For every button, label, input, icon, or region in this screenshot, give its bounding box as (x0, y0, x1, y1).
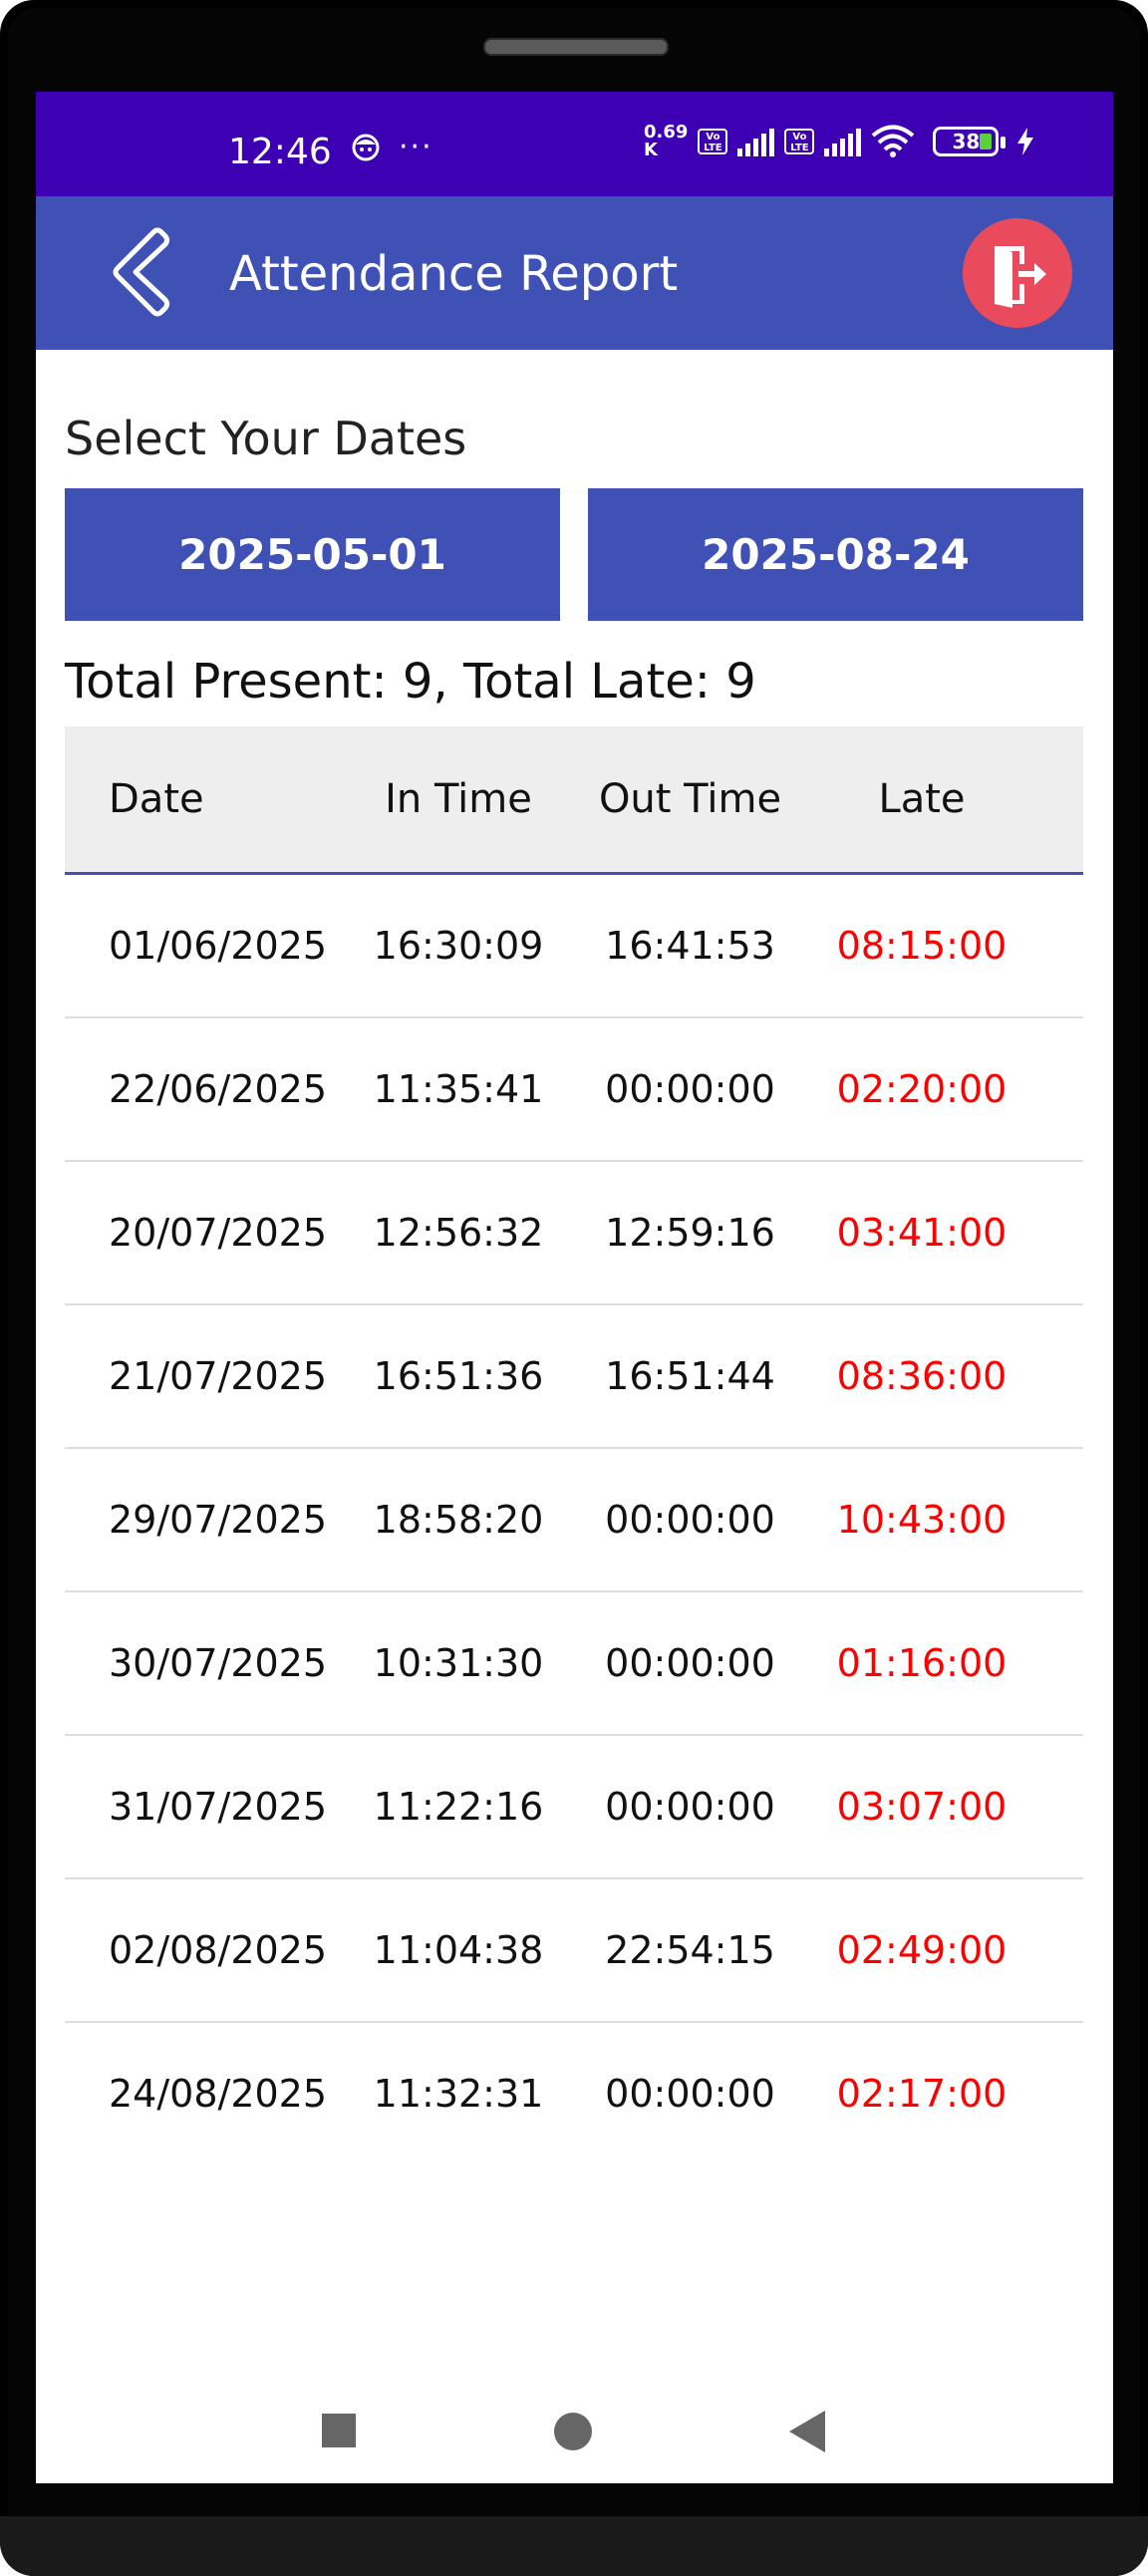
system-navigation-bar (36, 2384, 1113, 2483)
circle-home-icon[interactable] (554, 2413, 592, 2450)
row-date: 24/08/2025 (109, 2072, 328, 2116)
row-late: 08:36:00 (836, 1354, 1007, 1398)
row-date: 01/06/2025 (109, 924, 328, 968)
table-row: 21/07/2025 16:51:36 16:51:44 08:36:00 (65, 1305, 1083, 1449)
row-out-time: 00:00:00 (605, 1641, 775, 1685)
row-in-time: 18:58:20 (373, 1498, 544, 1542)
row-in-time: 16:30:09 (373, 924, 544, 968)
header-out-time: Out Time (598, 776, 782, 822)
row-out-time: 16:41:53 (605, 924, 775, 968)
row-out-time: 00:00:00 (605, 2072, 775, 2116)
row-late: 02:17:00 (836, 2072, 1007, 2116)
table-row: 30/07/2025 10:31:30 00:00:00 01:16:00 (65, 1592, 1083, 1736)
row-in-time: 11:22:16 (373, 1785, 544, 1829)
header-date: Date (109, 776, 204, 822)
speaker-grill (483, 38, 669, 56)
table-row: 31/07/2025 11:22:16 00:00:00 03:07:00 (65, 1736, 1083, 1879)
battery-icon: 38 (933, 127, 1006, 156)
row-out-time: 00:00:00 (605, 1498, 775, 1542)
back-button[interactable] (96, 222, 195, 322)
header-late: Late (878, 776, 966, 822)
row-in-time: 12:56:32 (373, 1211, 544, 1255)
logout-door-icon (995, 246, 1046, 308)
row-late: 08:15:00 (836, 924, 1007, 968)
table-row: 02/08/2025 11:04:38 22:54:15 02:49:00 (65, 1879, 1083, 2023)
start-date-button[interactable]: 2025-05-01 (65, 488, 560, 621)
face-notification-icon (352, 134, 380, 160)
row-in-time: 11:35:41 (373, 1067, 544, 1111)
square-recents-icon[interactable] (322, 2414, 356, 2447)
battery-nub (1001, 137, 1006, 148)
app-bar: Attendance Report (36, 196, 1113, 350)
volte-icon: Vo LTE (698, 129, 728, 154)
table-header: Date In Time Out Time Late (65, 726, 1083, 875)
attendance-summary: Total Present: 9, Total Late: 9 (65, 654, 756, 710)
app-screen: 12:46 ··· 0.69 K Vo LTE Vo (36, 92, 1113, 2483)
table-row: 01/06/2025 16:30:09 16:41:53 08:15:00 (65, 875, 1083, 1018)
more-notifications-icon: ··· (399, 130, 433, 164)
row-date: 20/07/2025 (109, 1211, 328, 1255)
battery-level: 38 (952, 130, 981, 153)
signal-strength-icon (824, 127, 862, 156)
table-row: 24/08/2025 11:32:31 00:00:00 02:17:00 (65, 2023, 1083, 2164)
logout-button[interactable] (963, 218, 1072, 328)
row-late: 03:41:00 (836, 1211, 1007, 1255)
row-late: 02:20:00 (836, 1067, 1007, 1111)
row-out-time: 22:54:15 (605, 1928, 775, 1972)
status-system-icons: 0.69 K Vo LTE Vo LTE 38 (644, 124, 1036, 159)
chevron-left-icon (113, 227, 169, 317)
status-notification-icons: ··· (351, 130, 433, 164)
row-in-time: 10:31:30 (373, 1641, 544, 1685)
row-out-time: 00:00:00 (605, 1067, 775, 1111)
network-speed-value: 0.69 (644, 122, 689, 143)
row-late: 01:16:00 (836, 1641, 1007, 1685)
status-time: 12:46 (228, 132, 332, 172)
row-date: 02/08/2025 (109, 1928, 328, 1972)
row-date: 22/06/2025 (109, 1067, 328, 1111)
end-date-button[interactable]: 2025-08-24 (588, 488, 1083, 621)
charging-bolt-icon (1017, 128, 1034, 155)
row-late: 03:07:00 (836, 1785, 1007, 1829)
header-in-time: In Time (385, 776, 532, 822)
triangle-back-icon[interactable] (789, 2411, 825, 2452)
row-late: 10:43:00 (836, 1498, 1007, 1542)
table-row: 22/06/2025 11:35:41 00:00:00 02:20:00 (65, 1018, 1083, 1162)
row-in-time: 16:51:36 (373, 1354, 544, 1398)
select-dates-label: Select Your Dates (65, 412, 467, 465)
status-bar: 12:46 ··· 0.69 K Vo LTE Vo (36, 92, 1113, 196)
network-speed: 0.69 K (644, 124, 688, 159)
attendance-table: Date In Time Out Time Late 01/06/2025 16… (65, 726, 1083, 2164)
wifi-icon (872, 125, 915, 157)
volte-icon: Vo LTE (784, 129, 815, 154)
device-bottom-bezel (0, 2516, 1148, 2576)
battery-fill (980, 134, 993, 149)
row-out-time: 00:00:00 (605, 1785, 775, 1829)
row-out-time: 12:59:16 (605, 1211, 775, 1255)
row-in-time: 11:04:38 (373, 1928, 544, 1972)
row-date: 30/07/2025 (109, 1641, 328, 1685)
page-title: Attendance Report (229, 246, 679, 302)
table-row: 20/07/2025 12:56:32 12:59:16 03:41:00 (65, 1162, 1083, 1305)
network-speed-unit: K (644, 140, 658, 160)
row-in-time: 11:32:31 (373, 2072, 544, 2116)
row-date: 21/07/2025 (109, 1354, 328, 1398)
row-out-time: 16:51:44 (605, 1354, 775, 1398)
signal-strength-icon (737, 127, 775, 156)
row-date: 29/07/2025 (109, 1498, 328, 1542)
row-date: 31/07/2025 (109, 1785, 328, 1829)
table-row: 29/07/2025 18:58:20 00:00:00 10:43:00 (65, 1449, 1083, 1592)
row-late: 02:49:00 (836, 1928, 1007, 1972)
